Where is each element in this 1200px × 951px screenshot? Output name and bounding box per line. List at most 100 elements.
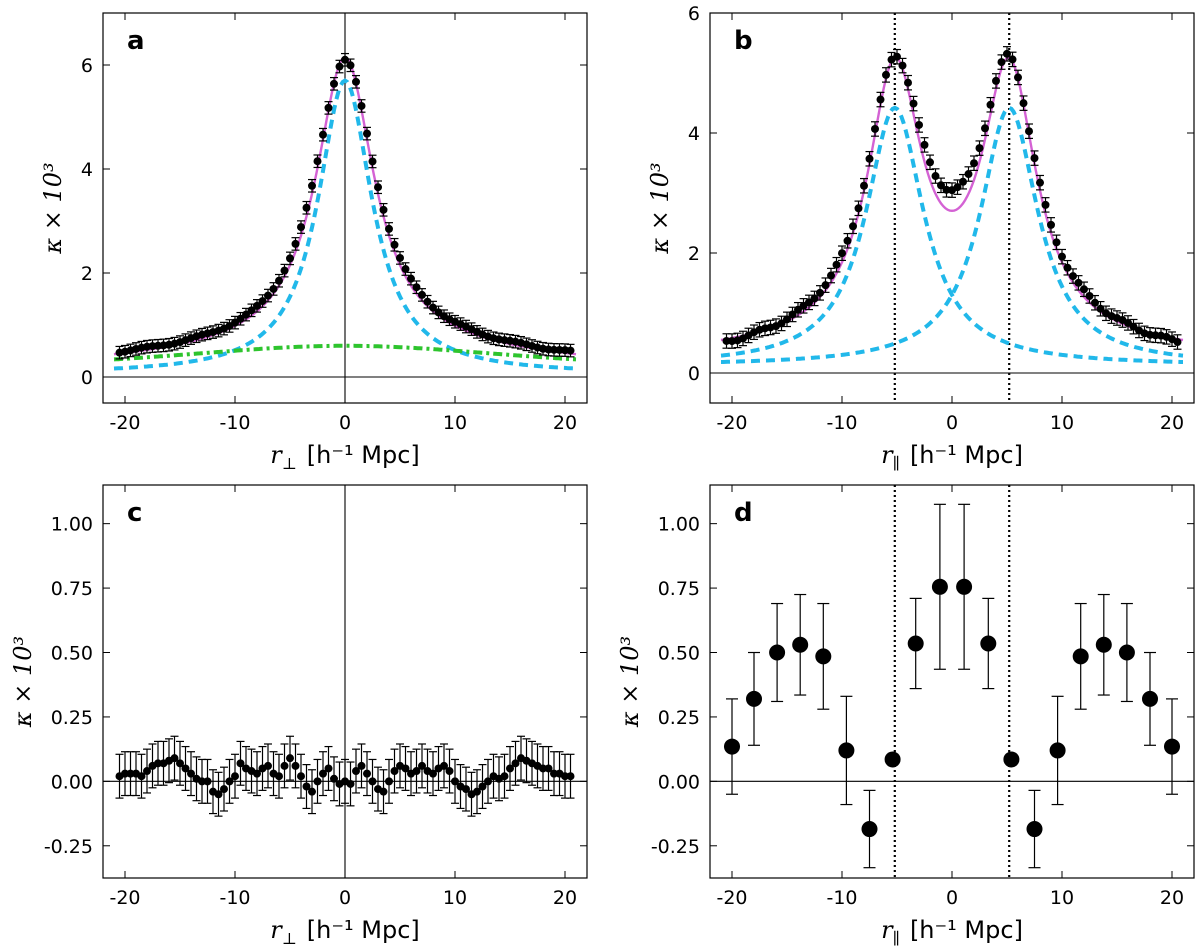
y-tick-label: 0.50 bbox=[658, 643, 700, 665]
data-point bbox=[269, 284, 278, 293]
data-point bbox=[330, 774, 338, 783]
y-tick-label: -0.25 bbox=[651, 836, 700, 858]
data-point bbox=[258, 297, 267, 306]
y-tick-label: 1.00 bbox=[51, 514, 93, 536]
data-point bbox=[1164, 738, 1180, 755]
x-tick-label: -10 bbox=[826, 887, 857, 909]
data-point bbox=[275, 276, 283, 285]
data-point bbox=[126, 769, 135, 778]
data-point bbox=[319, 130, 327, 139]
data-point bbox=[225, 777, 234, 786]
data-point bbox=[330, 79, 338, 88]
data-point bbox=[440, 761, 448, 770]
data-point bbox=[374, 183, 382, 192]
x-label-unit: [h⁻¹ Mpc] bbox=[910, 916, 1023, 944]
data-point bbox=[827, 271, 835, 280]
data-point bbox=[352, 767, 360, 776]
data-point bbox=[478, 782, 487, 791]
x-label-subscript: ⊥ bbox=[282, 454, 297, 473]
data-point bbox=[214, 790, 223, 799]
data-point bbox=[324, 764, 333, 773]
data-point bbox=[1025, 127, 1033, 136]
data-point bbox=[1072, 648, 1089, 665]
data-point bbox=[1085, 291, 1094, 300]
x-label-unit: [h⁻¹ Mpc] bbox=[910, 441, 1023, 469]
data-point bbox=[838, 249, 846, 258]
data-point bbox=[898, 61, 907, 70]
data-point bbox=[849, 222, 857, 231]
x-tick-label: 20 bbox=[1160, 887, 1184, 909]
x-tick-label: 0 bbox=[946, 887, 958, 909]
data-point bbox=[357, 761, 366, 770]
data-point bbox=[368, 157, 377, 166]
data-point bbox=[236, 759, 245, 768]
data-point bbox=[308, 787, 316, 796]
model-curve-left-halo bbox=[720, 105, 1183, 364]
y-axis-label: κ × 10³ bbox=[646, 162, 674, 254]
data-point bbox=[390, 240, 399, 249]
data-point bbox=[324, 103, 333, 112]
data-point bbox=[1118, 644, 1135, 661]
data-point bbox=[313, 777, 322, 786]
y-tick-label: 0.00 bbox=[658, 771, 700, 793]
plot-area bbox=[710, 13, 1194, 403]
data-point bbox=[566, 772, 575, 781]
plot-frame bbox=[709, 484, 1195, 879]
data-point bbox=[357, 101, 366, 110]
data-point bbox=[937, 181, 945, 190]
model-curve-background bbox=[113, 343, 577, 362]
data-point bbox=[275, 772, 283, 781]
y-tick-label: 0 bbox=[81, 367, 93, 389]
y-tick-label: 6 bbox=[688, 3, 700, 25]
data-point bbox=[280, 761, 289, 770]
x-tick-label: 10 bbox=[443, 412, 467, 434]
data-point bbox=[379, 205, 388, 214]
data-point bbox=[341, 55, 349, 64]
x-axis-label: r⊥ [h⁻¹ Mpc] bbox=[270, 441, 420, 473]
model-curve-central-component bbox=[113, 78, 577, 371]
panel-label: d bbox=[734, 498, 753, 528]
data-point bbox=[964, 170, 973, 179]
data-point bbox=[379, 787, 388, 796]
x-label-unit: [h⁻¹ Mpc] bbox=[307, 916, 420, 944]
data-point bbox=[313, 157, 322, 166]
x-tick-label: 0 bbox=[339, 412, 351, 434]
data-point bbox=[302, 203, 311, 212]
y-tick-label: 0.75 bbox=[658, 578, 700, 600]
data-point bbox=[121, 769, 129, 778]
data-point bbox=[462, 785, 470, 794]
x-tick-label: -10 bbox=[826, 412, 857, 434]
x-label-symbol: r bbox=[881, 916, 894, 944]
data-point bbox=[838, 742, 855, 759]
x-label-symbol: r bbox=[881, 441, 894, 469]
data-point bbox=[1019, 99, 1028, 108]
data-point bbox=[926, 158, 934, 167]
data-point bbox=[1095, 636, 1112, 653]
data-point bbox=[980, 635, 997, 652]
data-point bbox=[401, 265, 410, 274]
x-tick-label: -20 bbox=[109, 887, 140, 909]
data-point bbox=[511, 759, 520, 768]
data-point bbox=[832, 260, 841, 269]
y-tick-label: 0.25 bbox=[51, 707, 93, 729]
data-point bbox=[1173, 338, 1182, 347]
y-tick-label: 0.75 bbox=[51, 578, 93, 600]
data-point bbox=[297, 223, 305, 232]
data-point bbox=[544, 764, 553, 773]
panel-c: -20 -10 0 10 20 -0.25 0.00 0.25 0.50 0.75 1.00 c r⊥ [… bbox=[9, 484, 588, 948]
x-tick-label: -10 bbox=[219, 412, 250, 434]
data-point bbox=[506, 764, 514, 773]
data-point bbox=[220, 785, 228, 794]
data-point bbox=[884, 751, 901, 768]
data-point bbox=[137, 772, 146, 781]
data-point bbox=[291, 761, 300, 770]
data-point bbox=[297, 772, 305, 781]
data-point bbox=[805, 298, 813, 307]
data-point bbox=[956, 578, 973, 595]
data-point bbox=[1049, 742, 1066, 759]
data-point bbox=[909, 99, 918, 108]
data-point bbox=[1014, 73, 1022, 82]
data-point bbox=[1074, 278, 1083, 287]
data-point bbox=[302, 782, 311, 791]
data-point bbox=[385, 777, 393, 786]
